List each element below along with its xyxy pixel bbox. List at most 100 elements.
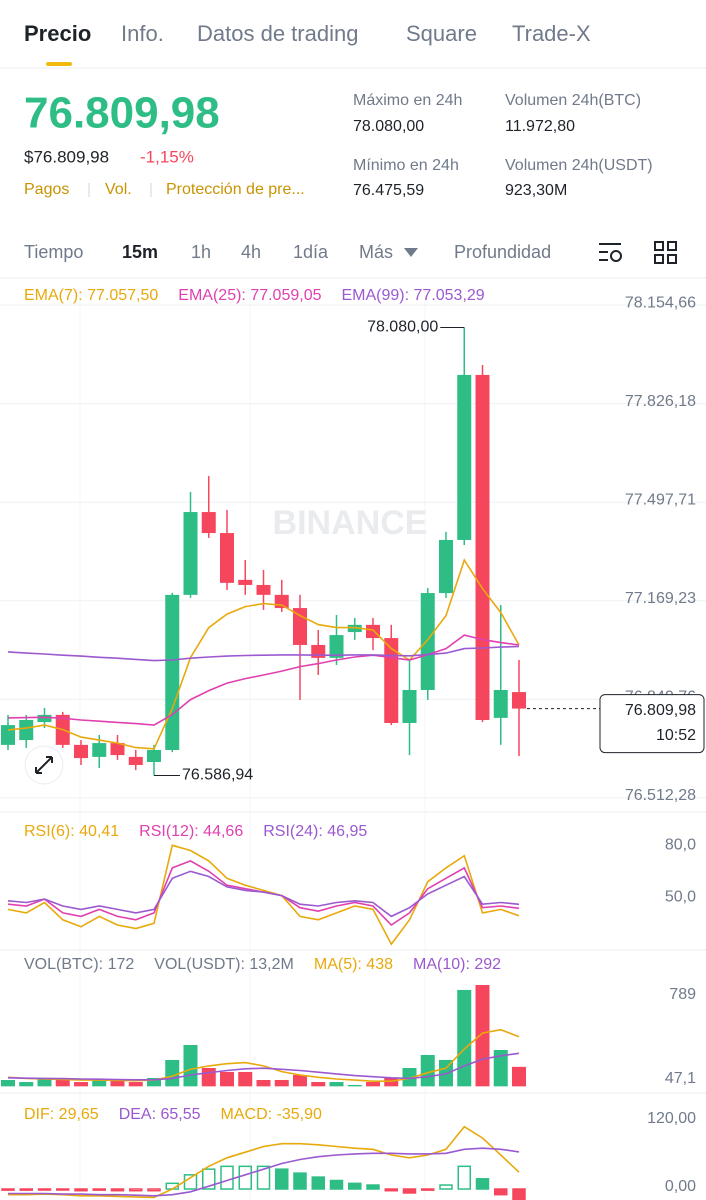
- legend-entry: RSI(12): 44,66: [139, 823, 243, 840]
- volume-bar: [293, 1075, 307, 1087]
- candle-body: [201, 512, 216, 534]
- interval[interactable]: Tiempo: [24, 242, 83, 262]
- volume-bar: [19, 1082, 34, 1087]
- macd-bar: [494, 1188, 508, 1196]
- tab[interactable]: Info.: [121, 21, 164, 46]
- layout-icon[interactable]: [654, 241, 677, 264]
- legend-entry: EMA(25): 77.059,05: [178, 287, 321, 304]
- indicator-line: [7, 558, 520, 750]
- candle-body: [110, 743, 125, 756]
- tab[interactable]: Datos de trading: [197, 21, 358, 46]
- macd-bar: [129, 1188, 143, 1192]
- macd-bar: [384, 1188, 398, 1192]
- indicator-line: [7, 1052, 520, 1081]
- legend-entry: RSI(24): 46,95: [263, 823, 367, 840]
- macd-bar: [348, 1182, 362, 1190]
- y-tick-label: 47,1: [665, 1070, 696, 1087]
- link[interactable]: Pagos: [24, 181, 69, 198]
- interval[interactable]: 15m: [122, 242, 158, 262]
- link[interactable]: Protección de pre...: [166, 181, 305, 198]
- macd-bar: [202, 1168, 216, 1190]
- interval[interactable]: Profundidad: [454, 242, 551, 262]
- y-tick-label: 78.154,66: [625, 294, 696, 311]
- macd-bar: [421, 1188, 435, 1191]
- volume-bar: [37, 1077, 52, 1087]
- candle-body: [439, 539, 453, 594]
- y-tick-label: 120,00: [647, 1110, 696, 1127]
- volume-bar: [147, 1077, 161, 1087]
- link[interactable]: Vol.: [105, 181, 132, 198]
- y-tick-label: 50,0: [665, 888, 696, 905]
- macd-bar: [311, 1176, 325, 1190]
- legend-entry: EMA(99): 77.053,29: [342, 287, 485, 304]
- tab[interactable]: Trade-X: [512, 21, 591, 46]
- volume-bar: [329, 1082, 344, 1087]
- candle-body: [457, 374, 472, 540]
- interval[interactable]: 4h: [241, 242, 261, 262]
- y-tick-label: 789: [669, 986, 696, 1003]
- macd-bar: [238, 1165, 252, 1190]
- volume-bar: [384, 1077, 399, 1087]
- interval[interactable]: Más: [359, 242, 393, 262]
- interval[interactable]: 1día: [293, 242, 329, 262]
- candle-body: [420, 593, 435, 690]
- y-tick-label: 76.512,28: [625, 787, 696, 804]
- indicator-line: [7, 645, 520, 662]
- stat-value: 923,30M: [505, 182, 567, 199]
- macd-bar: [475, 1178, 490, 1190]
- macd-bar: [512, 1188, 526, 1200]
- volume-bar: [1, 1079, 15, 1087]
- volume-bar: [420, 1054, 435, 1087]
- volume-bar: [366, 1082, 380, 1087]
- indicator-line: [8, 1147, 520, 1197]
- macd-bar: [74, 1188, 88, 1192]
- candle-body: [256, 584, 271, 595]
- volume-bar: [256, 1079, 271, 1087]
- settings-icon[interactable]: [599, 243, 622, 262]
- macd-bar: [92, 1188, 106, 1191]
- candle-body: [37, 714, 52, 723]
- volume-bar: [165, 1059, 180, 1087]
- macd-bar: [256, 1165, 271, 1190]
- candle-body: [384, 638, 399, 723]
- candle-body: [347, 624, 362, 633]
- candle-body: [165, 594, 180, 750]
- volume-bar: [220, 1071, 234, 1087]
- y-tick-label: 77.826,18: [625, 393, 696, 410]
- candle-body: [128, 756, 143, 765]
- y-tick-label: 0,00: [665, 1178, 696, 1195]
- candle-body: [19, 719, 34, 741]
- candle-body: [238, 579, 253, 585]
- legend-entry: VOL(BTC): 172: [24, 956, 134, 973]
- volume-bar: [183, 1045, 198, 1087]
- volume-bar: [274, 1079, 289, 1087]
- tab[interactable]: Precio: [24, 21, 91, 46]
- tab-indicator: [46, 62, 72, 66]
- macd-bar: [56, 1188, 70, 1191]
- candle-body: [92, 743, 107, 757]
- expand-button[interactable]: [24, 745, 64, 785]
- volume-bar: [402, 1067, 417, 1087]
- volume-bar: [238, 1071, 253, 1087]
- macd-bar: [37, 1188, 52, 1191]
- last-price-box: [599, 694, 705, 754]
- y-tick-label: 77.497,71: [625, 491, 696, 508]
- legend-entry: RSI(6): 40,41: [24, 823, 119, 840]
- legend-entry: MA(5): 438: [314, 956, 393, 973]
- indicator-line: [7, 1028, 520, 1082]
- watermark: BINANCE: [273, 504, 428, 542]
- stat-label: Mínimo en 24h: [353, 157, 459, 174]
- macd-bar: [19, 1188, 33, 1191]
- interval[interactable]: 1h: [191, 242, 211, 262]
- indicator-line: [7, 634, 520, 726]
- dropdown-arrow: [404, 248, 418, 257]
- tab[interactable]: Square: [406, 21, 477, 46]
- candle-body: [274, 594, 289, 609]
- macd-bar: [110, 1188, 125, 1192]
- macd-bar: [1, 1188, 15, 1191]
- legend-entry: EMA(7): 77.057,50: [24, 287, 158, 304]
- candle-body: [220, 533, 234, 583]
- volume-bar: [512, 1066, 526, 1087]
- candle-body: [1, 725, 15, 745]
